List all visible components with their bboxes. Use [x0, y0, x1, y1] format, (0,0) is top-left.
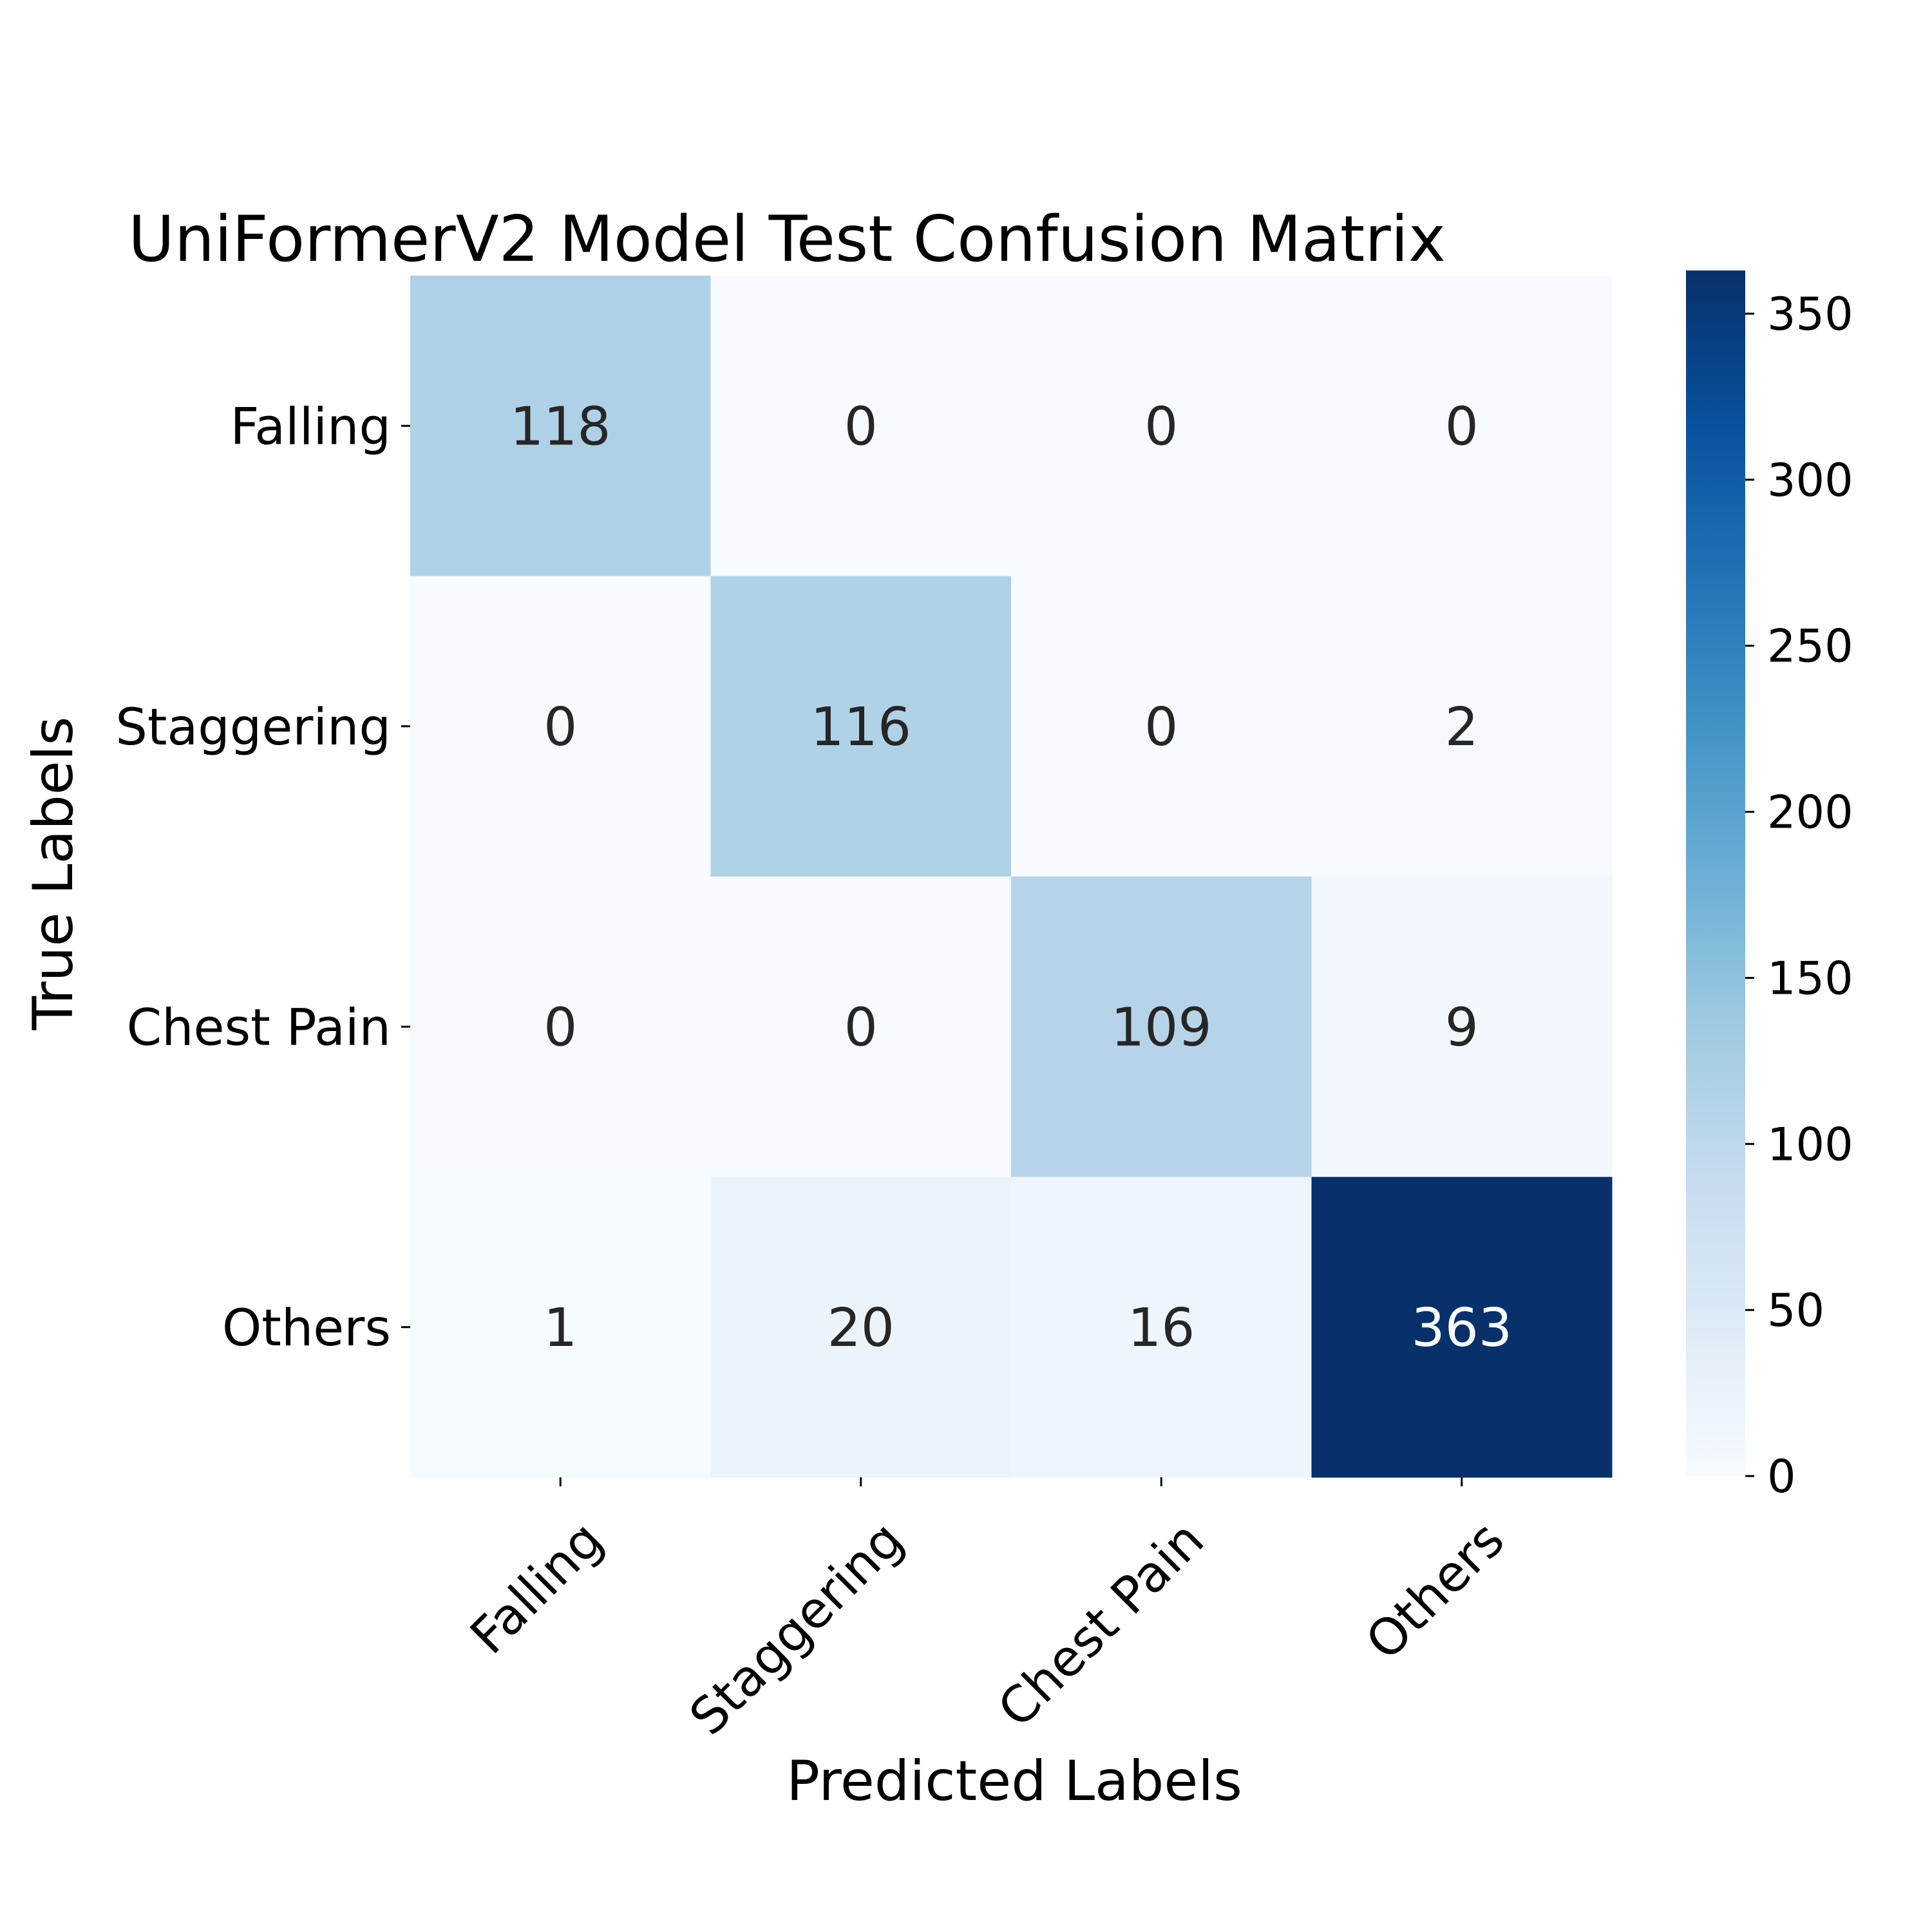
y-tick-label: Others — [222, 1300, 391, 1358]
cell-value-label: 109 — [1111, 997, 1212, 1058]
colorbar-tick-label: 350 — [1767, 288, 1853, 341]
heatmap-cell — [410, 1177, 711, 1478]
cell-value-label: 0 — [844, 997, 878, 1058]
colorbar-tick-label: 50 — [1767, 1284, 1824, 1337]
cell-value-label: 0 — [844, 396, 878, 457]
x-tick-label: Staggering — [679, 1511, 914, 1747]
x-tick-label: Chest Pain — [987, 1511, 1215, 1739]
y-axis-ticks: Falling Staggering Chest Pain Others — [115, 398, 410, 1358]
heatmap-cell — [1011, 576, 1312, 877]
cell-value-label: 0 — [544, 697, 577, 758]
cell-value-label: 0 — [544, 997, 577, 1058]
y-axis-label: True Labels — [21, 717, 86, 1031]
heatmap-cell — [1011, 276, 1312, 576]
colorbar-tick-label: 200 — [1767, 786, 1853, 839]
x-tick-label: Falling — [460, 1511, 614, 1665]
colorbar-tick-label: 0 — [1767, 1450, 1796, 1503]
x-axis-label: Predicted Labels — [786, 1749, 1242, 1814]
cell-value-label: 20 — [828, 1298, 895, 1359]
x-axis-ticks: Falling Staggering Chest Pain Others — [460, 1477, 1515, 1747]
cell-value-label: 0 — [1144, 396, 1178, 457]
heatmap-cell — [1311, 876, 1613, 1177]
heatmap-cell — [1011, 876, 1312, 1177]
cell-value-label: 0 — [1445, 396, 1479, 457]
cell-value-label: 116 — [810, 697, 911, 758]
heatmap-cell-labels: 118 0 0 00 116 0 20 0 109 91 20 16 363 — [510, 396, 1512, 1359]
heatmap-cell — [710, 276, 1012, 576]
heatmap-cell — [710, 576, 1012, 877]
heatmap-cell — [410, 276, 711, 576]
heatmap-cell — [410, 876, 711, 1177]
heatmap-cell — [1311, 576, 1613, 877]
cell-value-label: 363 — [1411, 1298, 1512, 1359]
x-tick-label: Others — [1355, 1511, 1515, 1671]
heatmap-cell — [1011, 1177, 1312, 1478]
colorbar-ticks: 0 50 100 150 200 250 300 350 — [1745, 288, 1853, 1503]
colorbar-tick-label: 250 — [1767, 620, 1853, 673]
cell-value-label: 1 — [544, 1298, 577, 1359]
heatmap-cell — [710, 876, 1012, 1177]
heatmap-cell — [410, 576, 711, 877]
heatmap-cell — [1311, 276, 1613, 576]
chart-title: UniFormerV2 Model Test Confusion Matrix — [128, 203, 1446, 276]
cell-value-label: 9 — [1445, 997, 1479, 1058]
colorbar — [1686, 270, 1745, 1476]
colorbar-tick-label: 150 — [1767, 952, 1853, 1005]
y-tick-label: Falling — [231, 398, 391, 456]
cell-value-label: 16 — [1128, 1298, 1195, 1359]
y-tick-label: Chest Pain — [127, 999, 391, 1057]
cell-value-label: 118 — [510, 396, 611, 457]
colorbar-tick-label: 300 — [1767, 454, 1853, 507]
colorbar-tick-label: 100 — [1767, 1118, 1853, 1171]
heatmap-cell — [710, 1177, 1012, 1478]
heatmap-cells — [410, 276, 1613, 1478]
cell-value-label: 2 — [1445, 697, 1479, 758]
cell-value-label: 0 — [1144, 697, 1178, 758]
heatmap-cell — [1311, 1177, 1613, 1478]
y-tick-label: Staggering — [115, 699, 391, 757]
